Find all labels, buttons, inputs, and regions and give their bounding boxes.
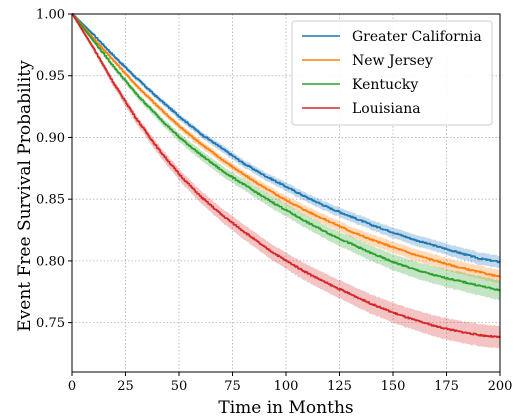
- series-line-kentucky: [72, 13, 501, 292]
- legend: Greater California New Jersey Kentucky Loui…: [291, 20, 493, 126]
- series-line-greater-california: [72, 13, 501, 264]
- x-tick-label: 200: [488, 379, 513, 394]
- series-line-new-jersey: [72, 13, 501, 278]
- legend-label-new-jersey: New Jersey: [352, 53, 433, 69]
- x-tick-label: 175: [434, 379, 459, 394]
- y-tick-label: 0.90: [36, 131, 65, 146]
- x-tick-label: 50: [171, 379, 188, 394]
- y-tick-label: 1.00: [36, 8, 65, 23]
- series-lines: [72, 13, 501, 339]
- y-axis-label: Event Free Survival Probability: [15, 60, 35, 332]
- legend-label-louisiana: Louisiana: [352, 101, 421, 117]
- y-tick-label: 0.80: [36, 254, 65, 269]
- y-tick-label: 0.85: [36, 193, 65, 208]
- x-tick-label: 0: [68, 379, 76, 394]
- x-tick-label: 25: [117, 379, 134, 394]
- legend-label-greater-california: Greater California: [352, 29, 482, 45]
- y-axis: 0.75 0.80 0.85 0.90 0.95 1.00: [36, 8, 72, 331]
- legend-box: [291, 20, 493, 126]
- x-axis-label: Time in Months: [218, 398, 353, 416]
- legend-label-kentucky: Kentucky: [352, 77, 418, 93]
- x-tick-label: 100: [274, 379, 299, 394]
- series-line-louisiana: [72, 13, 501, 339]
- y-tick-label: 0.75: [36, 316, 65, 331]
- x-tick-label: 75: [224, 379, 241, 394]
- x-axis: 0 25 50 75 100 125 150 175 200: [68, 372, 513, 394]
- ci-band-kentucky: [72, 14, 500, 301]
- confidence-bands: [72, 14, 500, 349]
- x-tick-label: 150: [381, 379, 406, 394]
- y-tick-label: 0.95: [36, 69, 65, 84]
- x-tick-label: 125: [327, 379, 352, 394]
